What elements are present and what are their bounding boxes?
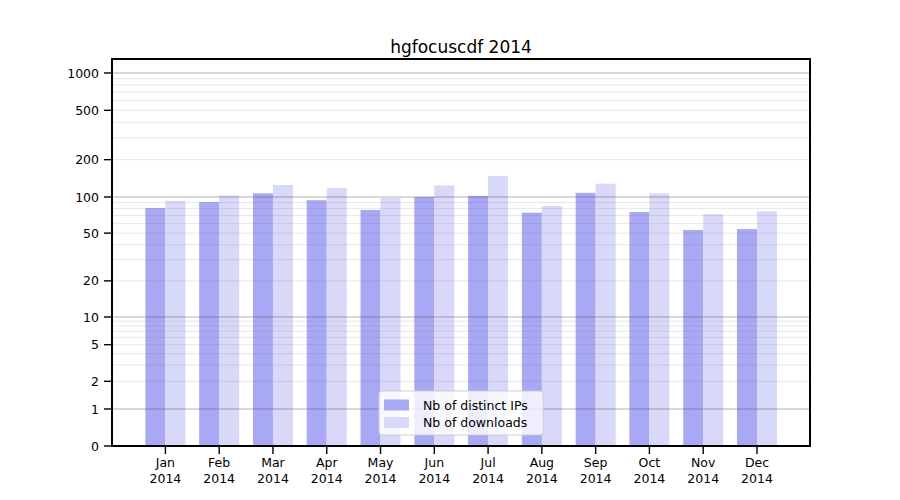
bar-ips-may: [361, 210, 381, 446]
page: { "chart_data": { "type": "bar", "title"…: [0, 0, 900, 500]
x-tick-label: Sep2014: [580, 455, 612, 486]
x-tick-label: Feb2014: [203, 455, 235, 486]
bar-ips-sep: [576, 193, 596, 446]
x-tick-label: Aug2014: [526, 455, 558, 486]
chart-canvas: 0 1 2 5 10 20 50 100 200 500 1000 Jan2014 Feb2014 Mar…: [0, 0, 900, 500]
y-tick-label: 5: [91, 337, 99, 352]
download-stats-figure: 0 1 2 5 10 20 50 100 200 500 1000 Jan2014 Feb2014 Mar…: [0, 0, 900, 500]
bar-downloads-oct: [649, 193, 669, 446]
x-tick-label: Jul2014: [472, 455, 504, 486]
bar-ips-oct: [629, 212, 649, 446]
y-tick-label: 100: [75, 190, 99, 205]
y-tick-label: 20: [83, 273, 99, 288]
bar-ips-mar: [253, 193, 273, 446]
x-tick-label: Oct2014: [634, 455, 666, 486]
y-tick-label: 1: [91, 402, 99, 417]
y-tick-label: 200: [75, 152, 99, 167]
chart-title: hgfocuscdf 2014: [112, 37, 810, 57]
x-tick-label: May2014: [365, 455, 397, 486]
x-tick-label: Dec2014: [741, 455, 773, 486]
legend-swatch-downloads: [384, 417, 409, 428]
x-tick-label: Apr2014: [311, 455, 343, 486]
bar-ips-nov: [683, 230, 703, 446]
bar-downloads-sep: [596, 184, 616, 446]
x-tick-label: Mar2014: [257, 455, 289, 486]
y-tick-label: 1000: [67, 66, 99, 81]
legend-swatch-ips: [384, 400, 409, 411]
legend-label-downloads: Nb of downloads: [423, 415, 527, 430]
x-tick-label: Jun2014: [418, 455, 450, 486]
y-tick-label: 500: [75, 103, 99, 118]
x-tick-label: Nov2014: [687, 455, 719, 486]
y-tick-label: 10: [83, 310, 99, 325]
bar-ips-jan: [145, 208, 165, 446]
legend-label-ips: Nb of distinct IPs: [423, 398, 528, 413]
y-tick-label: 50: [83, 226, 99, 241]
y-tick-label: 0: [91, 439, 99, 454]
bar-downloads-nov: [703, 214, 723, 446]
x-tick-label: Jan2014: [149, 455, 181, 486]
bar-downloads-mar: [273, 185, 293, 446]
y-tick-label: 2: [91, 374, 99, 389]
bar-downloads-dec: [757, 211, 777, 446]
